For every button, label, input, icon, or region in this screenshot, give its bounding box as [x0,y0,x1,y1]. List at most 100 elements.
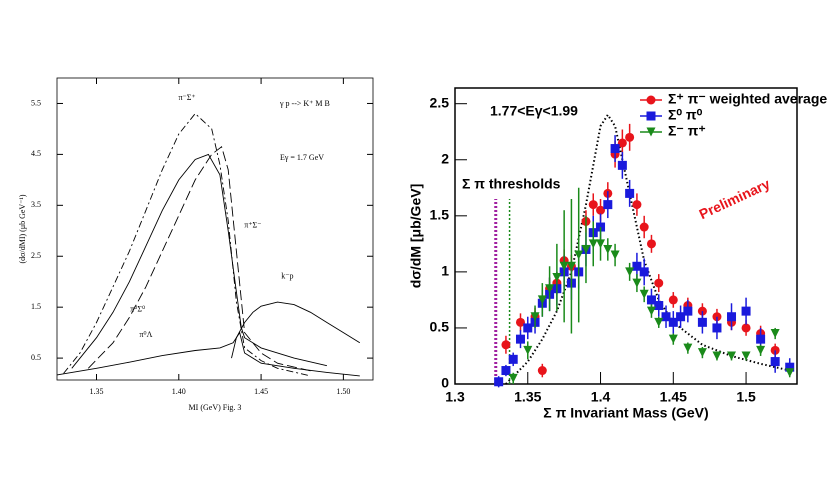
watermark: Preliminary [697,175,773,222]
point [632,278,642,288]
point [639,289,649,299]
point [545,284,555,294]
point [596,239,606,249]
x-tick-label: 1.3 [445,389,465,405]
point [654,301,664,311]
point [588,239,598,249]
x-tick-label: 1.5 [736,389,756,405]
point [741,306,751,316]
curve [231,301,361,359]
plot-frame [454,87,798,385]
point [494,377,504,387]
curve-label: k⁻p [281,271,293,280]
x-tick-label: 1.4 [591,389,611,405]
chart-title: 1.77<Eγ<1.99 [490,103,578,119]
point [785,362,795,372]
point [712,351,722,361]
curve-label: π⁰Σ⁰ [130,305,145,314]
right-chart: 1.3 1.35 1.4 1.45 1.5 0 0.5 1 1.5 2 2.5 Σ π Invaria… [408,87,827,421]
y-tick-label: 3.5 [31,200,41,209]
annotation: Eγ = 1.7 GeV [280,153,324,162]
point [610,250,620,260]
curve [63,112,311,377]
point [501,340,511,350]
point [537,295,547,305]
point [683,306,693,316]
point [501,366,511,376]
x-tick-label: 1.40 [172,387,186,396]
legend-marker [646,127,656,137]
point [537,366,547,376]
y-tick-label: 0.5 [31,353,41,362]
y-tick-label: 2 [441,150,449,166]
y-tick-label: 5.5 [31,98,41,107]
y-tick-label: 1.5 [31,302,41,311]
legend-marker [646,111,656,121]
point [508,373,518,383]
curve-label: π⁻Σ⁺ [178,93,195,102]
point [727,312,737,322]
point [654,278,664,288]
point [770,357,780,367]
point [574,250,584,260]
annotation: γ p --> K⁺ M B [279,99,330,108]
curve [71,153,328,369]
y-tick-label: 2.5 [430,94,450,110]
legend-label: Σ⁺ π⁻ weighted average [668,91,827,107]
point [661,312,671,322]
model-curve [505,113,790,385]
x-axis-label: Σ π Invariant Mass (GeV) [543,405,708,421]
x-tick-label: 1.45 [660,389,687,405]
point [523,345,533,355]
point [625,188,635,198]
point [639,267,649,277]
point [676,312,686,322]
y-tick-label: 4.5 [31,149,41,158]
threshold-label: Σ π thresholds [462,176,561,192]
point [523,323,533,333]
y-tick-label: 2.5 [31,251,41,260]
y-tick-label: 0.5 [430,319,450,335]
point [515,317,525,327]
curve-label: π⁰Λ [139,330,152,339]
point [654,317,664,327]
point [581,244,591,254]
point [668,317,678,327]
point [625,267,635,277]
legend-label: Σ⁻ π⁺ [668,123,706,139]
point [588,200,598,210]
point [559,261,569,271]
point [515,334,525,344]
legend-marker [646,95,656,105]
point [646,239,656,249]
y-tick-label: 1 [441,263,449,279]
point [632,261,642,271]
point [785,368,795,378]
curve [87,146,311,372]
point [683,343,693,353]
point [617,160,627,170]
point [603,244,613,254]
point [617,138,627,148]
point [756,334,766,344]
y-tick-label: 1.5 [430,207,450,223]
point [756,345,766,355]
x-tick-label: 1.45 [254,387,268,396]
point [770,329,780,339]
x-axis-label: MI (GeV) Fig. 3 [189,403,242,412]
point [552,272,562,282]
x-tick-label: 1.35 [90,387,104,396]
left-chart: 1.35 1.40 1.45 1.50 0.5 1.5 2.5 3.5 4.5 5.5 MI (Ge… [18,77,374,412]
x-tick-label: 1.50 [336,387,350,396]
curve-label: π⁺Σ⁻ [244,221,261,230]
point [741,323,751,333]
point [668,334,678,344]
curve [56,331,360,377]
point [697,348,707,358]
legend-label: Σ⁰ π⁰ [668,107,703,123]
point [566,261,576,271]
x-tick-label: 1.35 [514,389,541,405]
point [697,317,707,327]
point [639,222,649,232]
